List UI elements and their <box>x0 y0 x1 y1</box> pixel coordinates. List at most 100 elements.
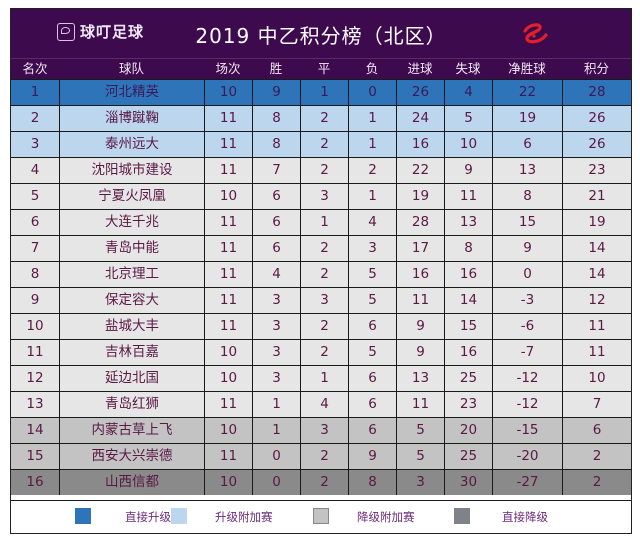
goals-against-cell: 15 <box>444 314 492 339</box>
col-played: 场次 <box>215 61 241 76</box>
brand-name: 球叮足球 <box>80 23 145 41</box>
team-cell: 盐城大丰 <box>59 314 204 339</box>
loss-cell: 6 <box>348 314 396 339</box>
win-cell: 6 <box>252 184 300 209</box>
table-row: 15 西安大兴崇德 11 0 2 9 5 25 -20 2 <box>11 443 631 469</box>
win-cell: 3 <box>252 340 300 365</box>
goals-for-cell: 11 <box>396 288 444 313</box>
goals-for-cell: 28 <box>396 210 444 235</box>
table-row: 12 延边北国 10 3 1 6 13 25 -12 10 <box>11 365 631 391</box>
legend-label: 降级附加赛 <box>357 510 415 524</box>
legend-swatch <box>454 508 470 524</box>
win-cell: 3 <box>252 366 300 391</box>
played-cell: 11 <box>204 236 252 261</box>
draw-cell: 2 <box>300 340 348 365</box>
draw-cell: 2 <box>300 236 348 261</box>
goals-for-cell: 17 <box>396 236 444 261</box>
loss-cell: 5 <box>348 340 396 365</box>
goal-diff-cell: -12 <box>492 392 562 417</box>
goals-against-cell: 20 <box>444 418 492 443</box>
rank-cell: 10 <box>26 318 44 334</box>
loss-cell: 9 <box>348 444 396 469</box>
team-cell: 山西信都 <box>59 470 204 495</box>
table-row: 8 北京理工 11 4 2 5 16 16 0 14 <box>11 261 631 287</box>
goals-against-cell: 16 <box>444 340 492 365</box>
goal-diff-cell: 6 <box>492 132 562 157</box>
points-cell: 28 <box>562 80 631 105</box>
team-cell: 吉林百嘉 <box>59 340 204 365</box>
played-cell: 11 <box>204 288 252 313</box>
goals-for-cell: 9 <box>396 314 444 339</box>
standings-board: 球叮足球 2019 中乙积分榜（北区） 名次 球队 场次 胜 平 负 进球 失球… <box>10 8 632 534</box>
col-goals-for: 进球 <box>407 61 433 76</box>
col-loss: 负 <box>365 61 379 76</box>
legend-swatch <box>75 508 91 524</box>
points-cell: 21 <box>562 184 631 209</box>
win-cell: 7 <box>252 158 300 183</box>
win-cell: 6 <box>252 236 300 261</box>
points-cell: 23 <box>562 158 631 183</box>
team-cell: 保定容大 <box>59 288 204 313</box>
loss-cell: 4 <box>348 210 396 235</box>
goals-against-cell: 30 <box>444 470 492 495</box>
goals-for-cell: 5 <box>396 418 444 443</box>
table-row: 5 宁夏火凤凰 10 6 3 1 19 11 8 21 <box>11 183 631 209</box>
goals-against-cell: 16 <box>444 262 492 287</box>
goals-against-cell: 10 <box>444 132 492 157</box>
team-cell: 北京理工 <box>59 262 204 287</box>
played-cell: 11 <box>204 210 252 235</box>
goals-for-cell: 26 <box>396 80 444 105</box>
team-cell: 淄博蹴鞠 <box>59 106 204 131</box>
draw-cell: 2 <box>300 106 348 131</box>
played-cell: 10 <box>204 340 252 365</box>
played-cell: 11 <box>204 444 252 469</box>
rank-cell: 2 <box>30 110 40 126</box>
table-row: 1 河北精英 10 9 1 0 26 4 22 28 <box>11 79 631 105</box>
goals-for-cell: 13 <box>396 366 444 391</box>
goals-against-cell: 23 <box>444 392 492 417</box>
team-cell: 大连千兆 <box>59 210 204 235</box>
loss-cell: 6 <box>348 366 396 391</box>
col-team: 球队 <box>118 61 144 76</box>
legend-item-relegation-playoff: 降级附加赛 <box>313 508 415 524</box>
goals-against-cell: 25 <box>444 444 492 469</box>
rank-cell: 12 <box>26 370 44 386</box>
loss-cell: 6 <box>348 392 396 417</box>
team-cell: 河北精英 <box>59 80 204 105</box>
goals-for-cell: 3 <box>396 470 444 495</box>
goal-diff-cell: -6 <box>492 314 562 339</box>
goals-for-cell: 11 <box>396 392 444 417</box>
goal-diff-cell: -20 <box>492 444 562 469</box>
col-goal-diff: 净胜球 <box>508 61 546 76</box>
win-cell: 8 <box>252 132 300 157</box>
points-cell: 2 <box>562 444 631 469</box>
legend: 直接升级 升级附加赛 降级附加赛 直接降级 <box>11 500 631 533</box>
loss-cell: 2 <box>348 158 396 183</box>
col-draw: 平 <box>317 61 331 76</box>
played-cell: 10 <box>204 80 252 105</box>
goal-diff-cell: 22 <box>492 80 562 105</box>
goals-against-cell: 25 <box>444 366 492 391</box>
loss-cell: 1 <box>348 184 396 209</box>
goals-for-cell: 24 <box>396 106 444 131</box>
win-cell: 9 <box>252 80 300 105</box>
goal-diff-cell: 19 <box>492 106 562 131</box>
played-cell: 10 <box>204 418 252 443</box>
loss-cell: 1 <box>348 132 396 157</box>
rank-cell: 3 <box>30 136 40 152</box>
rank-cell: 7 <box>30 240 40 256</box>
goal-diff-cell: 13 <box>492 158 562 183</box>
rank-cell: 6 <box>30 214 40 230</box>
draw-cell: 4 <box>300 392 348 417</box>
points-cell: 19 <box>562 210 631 235</box>
goal-diff-cell: 9 <box>492 236 562 261</box>
draw-cell: 2 <box>300 470 348 495</box>
win-cell: 4 <box>252 262 300 287</box>
played-cell: 11 <box>204 262 252 287</box>
draw-cell: 3 <box>300 288 348 313</box>
win-cell: 3 <box>252 288 300 313</box>
points-cell: 14 <box>562 262 631 287</box>
points-cell: 14 <box>562 236 631 261</box>
rank-cell: 11 <box>26 344 44 360</box>
goals-against-cell: 8 <box>444 236 492 261</box>
